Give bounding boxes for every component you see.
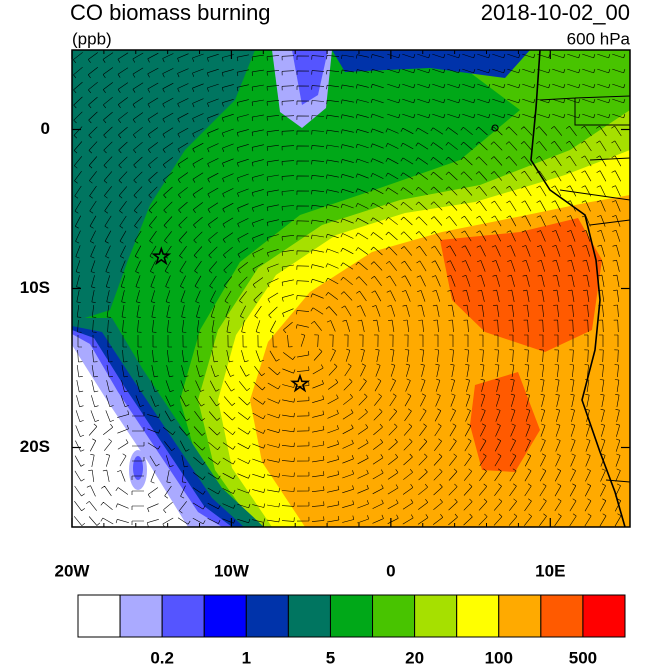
colorbar-box	[498, 594, 542, 638]
colorbar-label: 500	[569, 648, 597, 667]
colorbar-box	[77, 594, 121, 638]
field-blue	[133, 456, 143, 480]
colorbar-box	[540, 594, 584, 638]
colorbar-box	[161, 594, 205, 638]
map-field	[72, 50, 630, 527]
y-tick-label: 10S	[20, 278, 50, 297]
colorbar-box	[203, 594, 247, 638]
x-tick-label: 20W	[55, 561, 91, 580]
colorbar-label: 1	[242, 648, 251, 667]
level: 600 hPa	[567, 29, 631, 48]
field-teal	[72, 50, 255, 322]
x-tick-label: 10W	[214, 561, 250, 580]
colorbar-label: 5	[326, 648, 335, 667]
colorbar-label: 100	[485, 648, 513, 667]
field-white	[72, 345, 188, 527]
units: (ppb)	[72, 29, 112, 48]
colorbar-box	[372, 594, 416, 638]
field-darkorange	[440, 218, 602, 352]
colorbar-label: 20	[405, 648, 424, 667]
colorbar-box	[456, 594, 500, 638]
colorbar-box	[245, 594, 289, 638]
site-marker	[290, 373, 310, 393]
field-darkorange	[470, 372, 540, 472]
colorbar-label: 0.2	[150, 648, 174, 667]
colorbar-box	[329, 594, 374, 638]
coastline	[530, 50, 626, 527]
colorbar-box	[582, 594, 626, 638]
site-marker	[151, 246, 172, 266]
date: 2018-10-02_00	[481, 0, 630, 25]
y-tick-label: 0	[41, 119, 50, 138]
y-tick-label: 20S	[20, 437, 50, 456]
x-tick-label: 10E	[535, 561, 565, 580]
field-blue	[292, 50, 328, 105]
colorbar-box	[287, 594, 331, 638]
title: CO biomass burning	[70, 0, 271, 25]
colorbar-box	[119, 594, 163, 638]
wind-barbs	[73, 52, 626, 527]
borders	[491, 95, 630, 483]
x-tick-label: 0	[386, 561, 395, 580]
colorbar-box	[414, 594, 458, 638]
